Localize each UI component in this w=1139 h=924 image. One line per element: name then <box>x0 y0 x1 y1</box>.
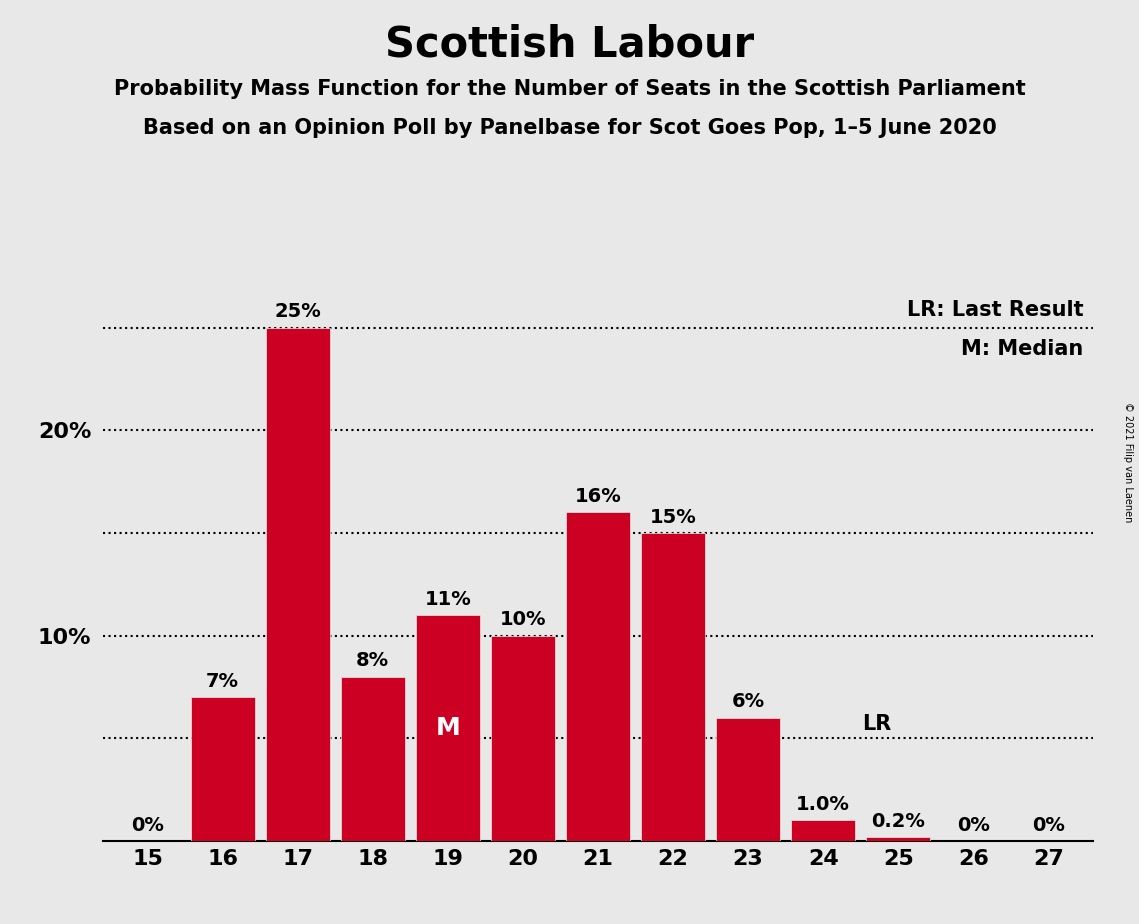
Text: 16%: 16% <box>574 487 622 506</box>
Text: Scottish Labour: Scottish Labour <box>385 23 754 65</box>
Text: 6%: 6% <box>731 692 764 711</box>
Text: 11%: 11% <box>425 590 472 609</box>
Bar <box>867 837 931 841</box>
Bar <box>641 533 705 841</box>
Bar <box>792 821 855 841</box>
Text: M: M <box>435 716 460 740</box>
Text: 8%: 8% <box>357 651 390 671</box>
Bar <box>716 718 780 841</box>
Bar <box>190 697 254 841</box>
Text: LR: Last Result: LR: Last Result <box>907 300 1083 321</box>
Text: © 2021 Filip van Laenen: © 2021 Filip van Laenen <box>1123 402 1133 522</box>
Text: 15%: 15% <box>649 507 696 527</box>
Text: 1.0%: 1.0% <box>796 796 850 814</box>
Text: 0%: 0% <box>1032 816 1065 834</box>
Text: 0%: 0% <box>957 816 990 834</box>
Text: 0.2%: 0.2% <box>871 811 925 831</box>
Bar <box>566 512 630 841</box>
Bar <box>265 327 329 841</box>
Text: 0%: 0% <box>131 816 164 834</box>
Text: 7%: 7% <box>206 672 239 691</box>
Bar <box>416 615 480 841</box>
Text: Based on an Opinion Poll by Panelbase for Scot Goes Pop, 1–5 June 2020: Based on an Opinion Poll by Panelbase fo… <box>142 118 997 139</box>
Bar <box>491 636 555 841</box>
Text: Probability Mass Function for the Number of Seats in the Scottish Parliament: Probability Mass Function for the Number… <box>114 79 1025 99</box>
Text: 25%: 25% <box>274 302 321 322</box>
Text: LR: LR <box>862 714 892 734</box>
Bar <box>341 676 404 841</box>
Text: M: Median: M: Median <box>961 339 1083 359</box>
Text: 10%: 10% <box>500 611 547 629</box>
